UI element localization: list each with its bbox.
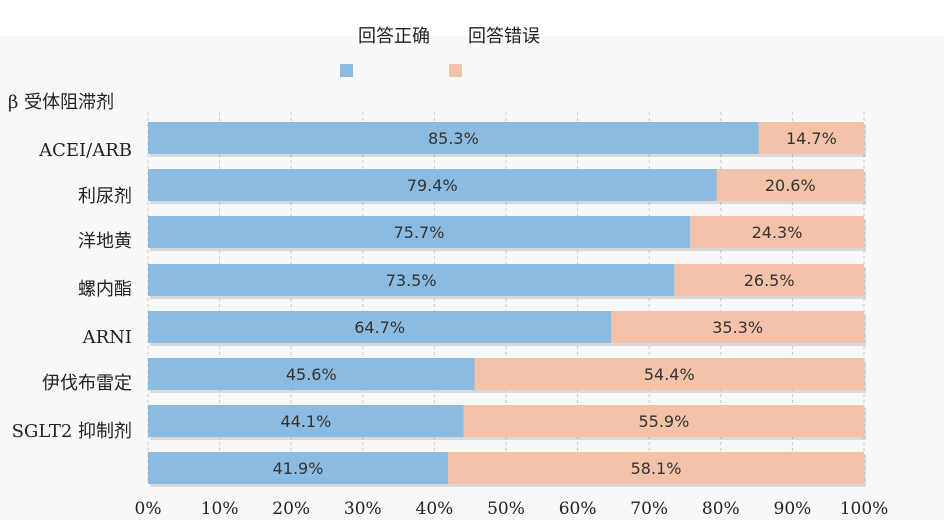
category-label: β 受体阻滞剂 (8, 92, 114, 113)
data-label: 14.7% (786, 129, 837, 148)
bar-wrong (674, 264, 864, 296)
bar-wrong (758, 122, 864, 154)
category-label: ARNI (82, 327, 132, 348)
data-label: 20.6% (765, 176, 816, 195)
x-tick-label: 10% (201, 499, 239, 519)
x-tick-label: 60% (559, 499, 597, 519)
category-label: 伊伐布雷定 (42, 373, 132, 394)
legend: 回答正确 回答错误 (340, 26, 540, 77)
x-tick-label: 30% (344, 499, 382, 519)
category-label: 利尿剂 (78, 186, 132, 207)
bar-correct (148, 216, 691, 248)
x-tick-label: 70% (630, 499, 668, 519)
category-label: 洋地黄 (78, 231, 132, 252)
bar-wrong (463, 405, 864, 437)
data-label: 44.1% (280, 412, 331, 431)
data-label: 55.9% (638, 412, 689, 431)
x-tick-label: 80% (702, 499, 740, 519)
legend-label-wrong: 回答错误 (468, 26, 540, 47)
data-label: 64.7% (354, 318, 405, 337)
legend-swatch-correct (340, 64, 353, 77)
x-tick-label: 40% (416, 499, 454, 519)
bar-correct (148, 122, 759, 154)
category-label: SGLT2 抑制剂 (12, 421, 132, 442)
data-label: 41.9% (273, 459, 324, 478)
category-label: 螺内酯 (78, 279, 132, 300)
data-label: 45.6% (286, 365, 337, 384)
data-label: 24.3% (752, 223, 803, 242)
bar-correct (148, 169, 717, 201)
legend-label-correct: 回答正确 (358, 26, 430, 47)
data-label: 58.1% (631, 459, 682, 478)
bar-correct (148, 452, 449, 484)
data-label: 85.3% (428, 129, 479, 148)
data-label: 35.3% (712, 318, 763, 337)
x-axis-ticks: 0% 10% 20% 30% 40% 50% 60% 70% 80% 90% 100% (135, 499, 889, 519)
bar-correct (148, 264, 675, 296)
category-label: ACEI/ARB (38, 140, 132, 161)
x-tick-label: 0% (135, 499, 162, 519)
data-label: 73.5% (386, 271, 437, 290)
data-label: 75.7% (394, 223, 445, 242)
bar-correct (148, 311, 612, 343)
x-tick-label: 100% (840, 499, 889, 519)
x-tick-label: 50% (487, 499, 525, 519)
bar-wrong (716, 169, 864, 201)
bar-wrong (448, 452, 864, 484)
data-label: 54.4% (644, 365, 695, 384)
bar-wrong (690, 216, 864, 248)
x-tick-label: 90% (774, 499, 812, 519)
bars: 85.3% 14.7% 79.4% 20.6% 75.7% 24.3% 73.5% 26.5%… (148, 122, 866, 487)
data-label: 26.5% (744, 271, 795, 290)
legend-swatch-wrong (449, 64, 462, 77)
bar-wrong (611, 311, 864, 343)
bar-wrong (474, 358, 864, 390)
data-label: 79.4% (407, 176, 458, 195)
bar-correct (148, 358, 475, 390)
x-tick-label: 20% (272, 499, 310, 519)
bar-correct (148, 405, 464, 437)
